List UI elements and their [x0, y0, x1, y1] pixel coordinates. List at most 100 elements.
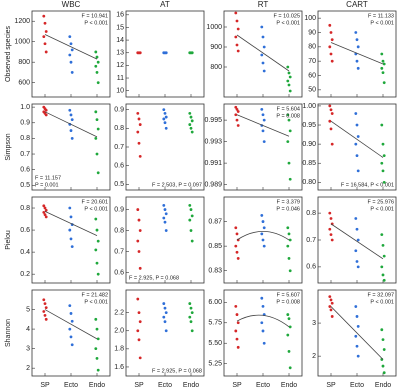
- annotation: F = 2.925, P = 0.068: [152, 368, 202, 374]
- point: [329, 308, 333, 312]
- y-tick-label: 5.25: [208, 361, 222, 368]
- point: [163, 111, 167, 115]
- point: [380, 328, 384, 332]
- x-tick-label: Ecto: [350, 382, 364, 389]
- y-tick-label: 90: [308, 29, 316, 36]
- point: [356, 324, 360, 328]
- panel-frame: [317, 103, 397, 191]
- point: [235, 232, 239, 236]
- point: [42, 35, 46, 38]
- point: [354, 112, 358, 115]
- point: [96, 81, 100, 85]
- annotation: F = 2.503, P = 0.097: [152, 182, 202, 188]
- point: [163, 208, 167, 211]
- point: [354, 334, 358, 338]
- point: [44, 208, 48, 212]
- point: [189, 115, 193, 119]
- point: [69, 312, 73, 315]
- point: [68, 327, 72, 331]
- point: [355, 260, 359, 263]
- point: [330, 315, 334, 318]
- point: [235, 19, 239, 23]
- point: [235, 118, 239, 122]
- y-tick-label: 1000: [206, 24, 222, 31]
- y-tick-label: 0.993: [204, 138, 222, 145]
- point: [162, 203, 166, 207]
- y-tick-label: 1.6: [114, 364, 124, 371]
- x-tick-label: Ecto: [256, 382, 270, 389]
- y-tick-label: 4: [26, 326, 30, 333]
- point: [234, 35, 238, 39]
- point: [70, 118, 74, 122]
- annotation: F = 11.157: [35, 175, 61, 181]
- point: [188, 123, 192, 126]
- point: [262, 244, 266, 248]
- point: [381, 169, 385, 173]
- point: [288, 325, 292, 329]
- point: [162, 117, 166, 121]
- y-tick-label: 0.5: [20, 182, 30, 189]
- point: [261, 238, 265, 242]
- point: [163, 306, 167, 310]
- point: [69, 335, 73, 339]
- point: [329, 217, 333, 220]
- point: [382, 62, 386, 66]
- point: [164, 126, 168, 130]
- x-tick-label: Ecto: [158, 382, 172, 389]
- point: [189, 208, 193, 211]
- point: [138, 123, 142, 126]
- point: [188, 302, 192, 305]
- y-tick-label: 0.8: [20, 205, 30, 212]
- point: [355, 315, 359, 318]
- point: [43, 213, 47, 217]
- point: [261, 35, 265, 39]
- point: [70, 343, 74, 347]
- point: [44, 108, 48, 112]
- point: [330, 38, 334, 42]
- point: [96, 60, 100, 64]
- y-tick-label: 1.00: [302, 103, 316, 110]
- annotation: F = 21.482: [82, 292, 108, 298]
- point: [287, 350, 291, 353]
- point: [262, 140, 266, 144]
- point: [43, 302, 47, 306]
- point: [190, 130, 194, 134]
- point: [68, 35, 72, 38]
- annotation: F = 10.025: [274, 13, 300, 19]
- y-tick-label: 2: [26, 365, 30, 372]
- annotation: P = 0.008: [276, 299, 300, 305]
- y-tick-label: 14: [116, 37, 124, 44]
- point: [355, 38, 359, 42]
- point: [138, 320, 142, 324]
- point: [43, 42, 47, 46]
- point: [261, 129, 265, 133]
- point: [288, 75, 292, 79]
- point: [190, 239, 194, 243]
- point: [328, 119, 332, 123]
- panel-title: AT: [160, 0, 170, 9]
- fit-line: [330, 223, 384, 260]
- point: [189, 306, 193, 310]
- point: [96, 337, 100, 341]
- point: [260, 296, 264, 300]
- point: [236, 110, 240, 113]
- point: [138, 51, 142, 55]
- point: [381, 59, 385, 63]
- annotation: F = 2.925, P = 0.068: [129, 275, 179, 281]
- annotation: P < 0.001: [84, 299, 108, 305]
- fit-line: [44, 34, 98, 60]
- point: [138, 154, 142, 158]
- point: [330, 142, 334, 146]
- point: [136, 297, 140, 301]
- y-tick-label: 5.75: [208, 320, 222, 327]
- y-tick-label: 600: [18, 80, 30, 87]
- point: [137, 311, 141, 315]
- point: [328, 104, 332, 108]
- point: [234, 113, 238, 117]
- point: [260, 321, 264, 325]
- point: [137, 141, 141, 145]
- y-tick-label: 1200: [14, 18, 30, 25]
- y-tick-label: 3: [26, 345, 30, 352]
- fit-line: [236, 314, 290, 328]
- point: [138, 266, 142, 270]
